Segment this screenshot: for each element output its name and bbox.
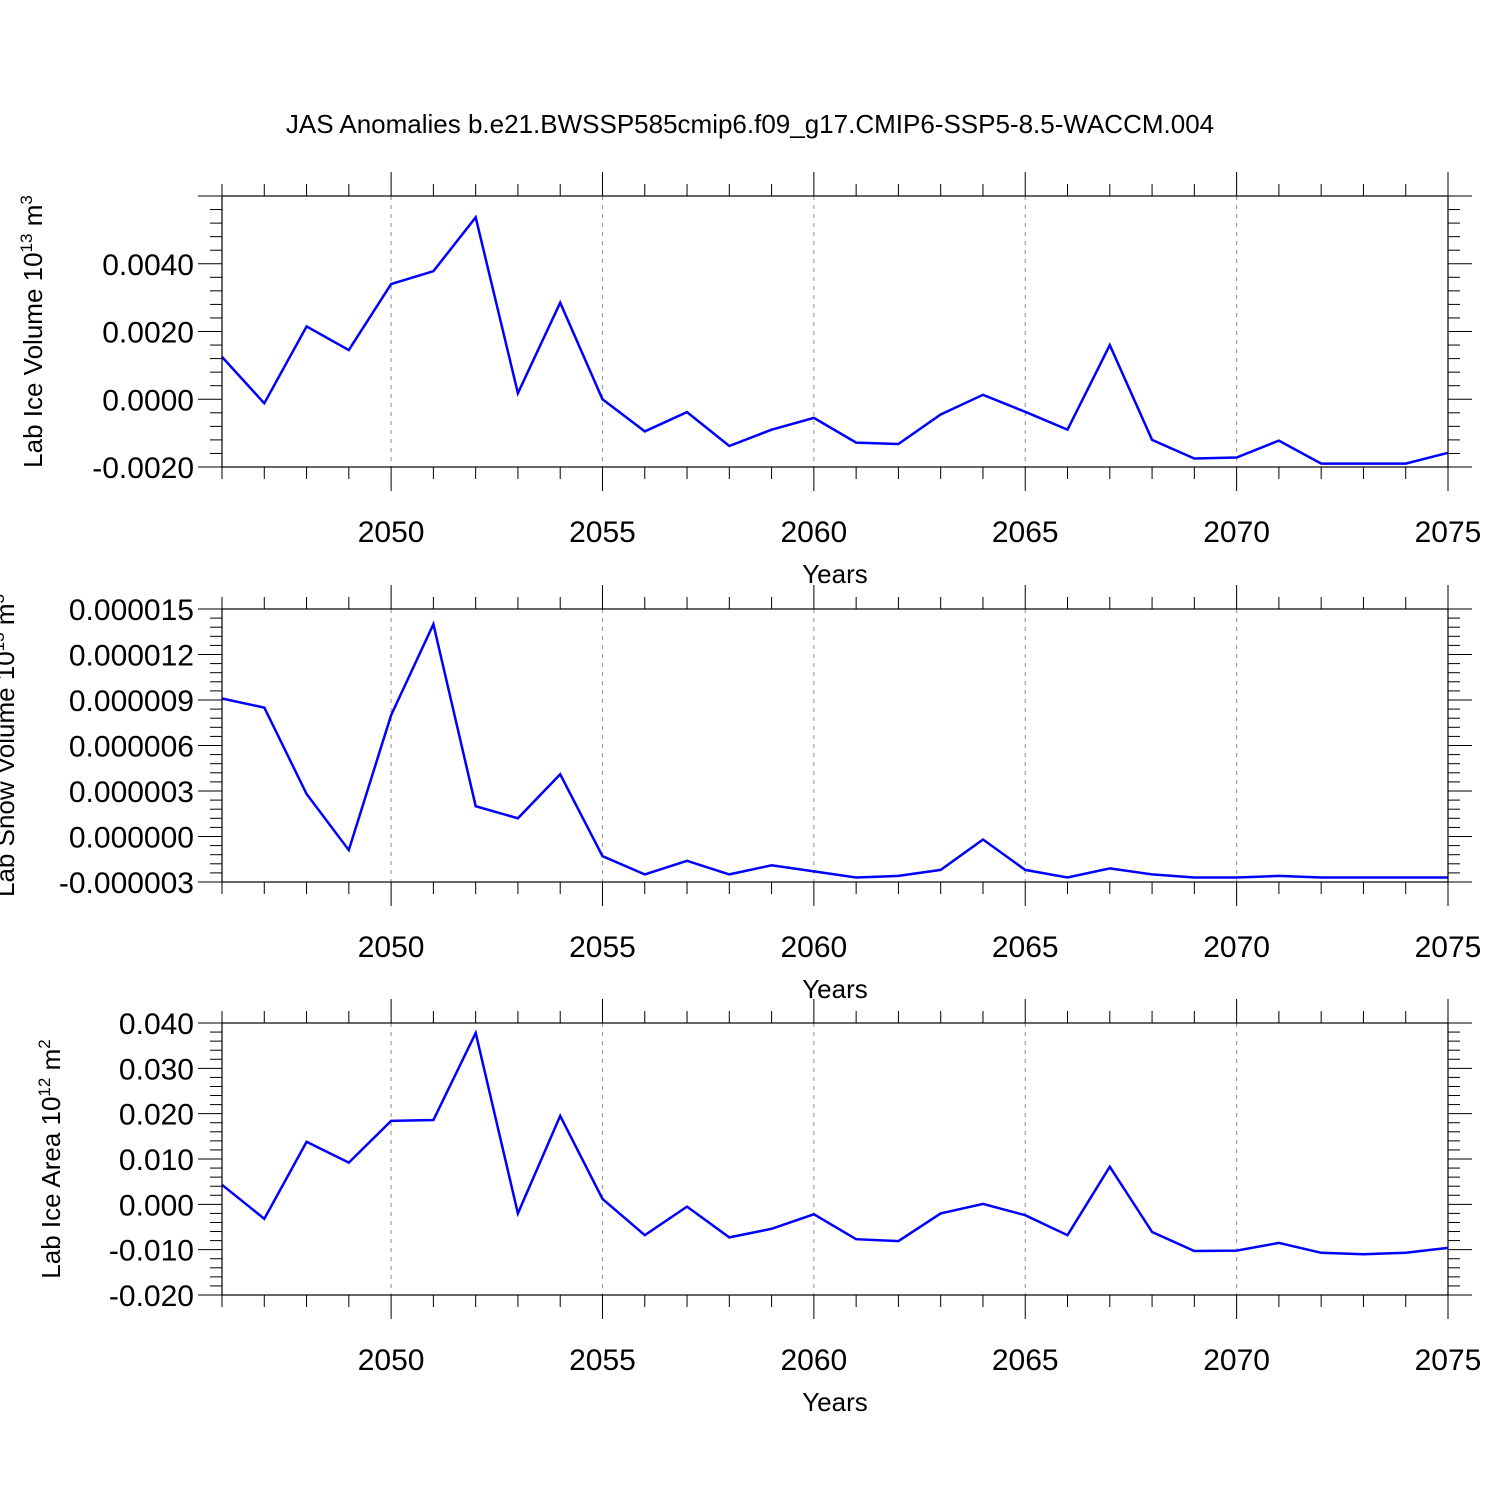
plot-frame [221,1022,1449,1296]
y-tick-label: 0.000006 [69,731,194,764]
series-line [221,214,1449,465]
x-tick-label: 2075 [1415,516,1482,549]
x-tick-label: 2065 [992,1344,1059,1377]
x-tick-label: 2065 [992,931,1059,964]
x-axis-label: Years [802,974,868,1004]
x-tick-label: 2075 [1415,931,1482,964]
panel-1: 2050 2055 2060 2065 2070 2075 -0.0020 0.0000 0.0… [17,172,1481,589]
y-tick-label: 0.000009 [69,685,194,718]
chart-title: JAS Anomalies b.e21.BWSSP585cmip6.f09_g1… [286,109,1214,139]
y-tick-label: 0.000 [119,1189,194,1222]
y-tick-label: 0.020 [119,1099,194,1132]
y-tick-label: 0.000000 [69,822,194,855]
y-tick-label: 0.000015 [69,594,194,627]
y-tick-label: 0.030 [119,1053,194,1086]
x-tick-label: 2050 [358,516,425,549]
x-axis-label: Years [802,559,868,589]
y-axis-label: Lab Ice Area 1012 m2 [35,1039,66,1278]
panel-3: 2050 2055 2060 2065 2070 2075 -0.020 -0.010 0.00… [35,999,1481,1417]
y-tick-label: 0.000012 [69,640,194,673]
x-tick-label: 2070 [1203,931,1270,964]
y-tick-label: 0.040 [119,1008,194,1041]
y-tick-label: 0.0000 [102,384,194,417]
x-tick-label: 2050 [358,1344,425,1377]
y-tick-label: 0.000003 [69,776,194,809]
x-tick-label: 2055 [569,516,636,549]
x-tick-label: 2055 [569,931,636,964]
x-tick-label: 2060 [780,1344,847,1377]
series-line [221,1029,1449,1256]
y-axis-label: Lab Ice Volume 1013 m3 [17,195,48,468]
panels: 2050 2055 2060 2065 2070 2075 -0.0020 0.0000 0.0… [0,172,1481,1417]
x-tick-label: 2060 [780,516,847,549]
panel-2: 2050 2055 2060 2065 2070 2075 -0.000003 0.00000… [0,585,1481,1004]
x-tick-label: 2070 [1203,1344,1270,1377]
y-tick-label: -0.020 [109,1280,194,1313]
y-tick-label: 0.010 [119,1144,194,1177]
x-tick-label: 2065 [992,516,1059,549]
y-axis-label: Lab Snow Volume 1013 m3 [0,594,20,897]
plot-frame [221,195,1449,468]
x-tick-label: 2060 [780,931,847,964]
series-line [221,620,1448,879]
y-tick-label: -0.0020 [92,452,194,485]
x-tick-label: 2070 [1203,516,1270,549]
x-tick-label: 2055 [569,1344,636,1377]
plot-frame [221,608,1449,883]
x-axis-label: Years [802,1387,868,1417]
y-tick-label: 0.0020 [102,317,194,350]
x-tick-label: 2075 [1415,1344,1482,1377]
x-tick-label: 2050 [358,931,425,964]
y-tick-label: -0.010 [109,1235,194,1268]
y-tick-label: -0.000003 [59,867,194,900]
y-tick-label: 0.0040 [102,249,194,282]
